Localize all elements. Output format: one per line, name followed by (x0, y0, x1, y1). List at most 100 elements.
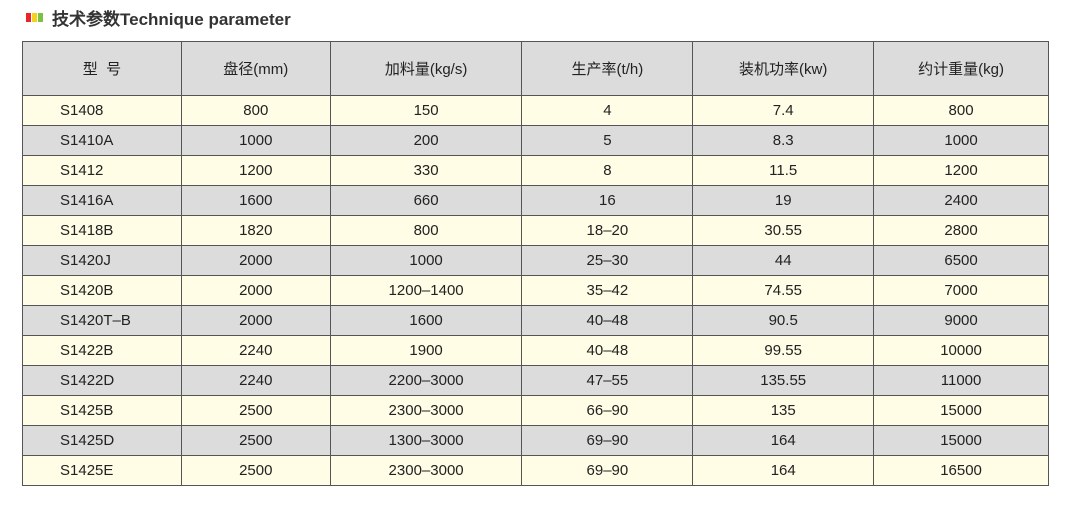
table-cell: 2500 (180, 425, 331, 456)
table-cell: 800 (180, 95, 331, 126)
table-cell: 99.55 (692, 335, 875, 366)
table-cell: S1416A (22, 185, 182, 216)
table-cell: 7000 (873, 275, 1049, 306)
table-cell: 1200 (873, 155, 1049, 186)
table-cell: 9000 (873, 305, 1049, 336)
table-cell: S1425B (22, 395, 182, 426)
table-cell: 660 (329, 185, 523, 216)
table-cell: 11000 (873, 365, 1049, 396)
table-cell: 11.5 (692, 155, 875, 186)
title-text: 技术参数Technique parameter (52, 9, 291, 29)
table-cell: 40–48 (521, 335, 694, 366)
table-cell: 8 (521, 155, 694, 186)
table-cell: S1425D (22, 425, 182, 456)
table-cell: 5 (521, 125, 694, 156)
table-cell: S1410A (22, 125, 182, 156)
table-cell: 4 (521, 95, 694, 126)
table-cell: 1300–3000 (329, 425, 523, 456)
table-cell: 2300–3000 (329, 455, 523, 486)
table-row: S1408 800 150 4 7.4 800 (22, 95, 1049, 126)
table-cell: 7.4 (692, 95, 875, 126)
table-cell: 1600 (180, 185, 331, 216)
table-cell: 19 (692, 185, 875, 216)
table-cell: 2000 (180, 245, 331, 276)
column-header: 装机功率(kw) (692, 41, 875, 96)
table-cell: 1200–1400 (329, 275, 523, 306)
table-cell: 16500 (873, 455, 1049, 486)
column-header: 型 号 (22, 41, 182, 96)
table-cell: S1422D (22, 365, 182, 396)
table-row: S1420T–B 2000 1600 40–48 90.5 9000 (22, 305, 1049, 336)
table-row: S1420J 2000 1000 25–30 44 6500 (22, 245, 1049, 276)
table-cell: 15000 (873, 425, 1049, 456)
table-cell: 1600 (329, 305, 523, 336)
table-cell: 16 (521, 185, 694, 216)
table-cell: 1200 (180, 155, 331, 186)
table-cell: 2300–3000 (329, 395, 523, 426)
table-cell: S1420B (22, 275, 182, 306)
table-cell: 1000 (180, 125, 331, 156)
column-header: 加料量(kg/s) (329, 41, 523, 96)
table-cell: 10000 (873, 335, 1049, 366)
table-cell: 2200–3000 (329, 365, 523, 396)
table-cell: 40–48 (521, 305, 694, 336)
table-cell: S1425E (22, 455, 182, 486)
table-cell: S1408 (22, 95, 182, 126)
table-cell: S1420J (22, 245, 182, 276)
table-cell: S1412 (22, 155, 182, 186)
table-cell: 47–55 (521, 365, 694, 396)
table-cell: 800 (873, 95, 1049, 126)
table-row: S1412 1200 330 8 11.5 1200 (22, 155, 1049, 186)
table-cell: 135.55 (692, 365, 875, 396)
table-cell: 15000 (873, 395, 1049, 426)
table-cell: 2240 (180, 365, 331, 396)
table-cell: 44 (692, 245, 875, 276)
table-cell: 1900 (329, 335, 523, 366)
table-cell: 6500 (873, 245, 1049, 276)
table-cell: 35–42 (521, 275, 694, 306)
table-row: S1422D 2240 2200–3000 47–55 135.55 11000 (22, 365, 1049, 396)
table-row: S1422B 2240 1900 40–48 99.55 10000 (22, 335, 1049, 366)
table-cell: 8.3 (692, 125, 875, 156)
table-cell: 1820 (180, 215, 331, 246)
table-row: S1416A 1600 660 16 19 2400 (22, 185, 1049, 216)
table-row: S1410A 1000 200 5 8.3 1000 (22, 125, 1049, 156)
table-row: S1425E 2500 2300–3000 69–90 164 16500 (22, 455, 1049, 486)
table-cell: 330 (329, 155, 523, 186)
table-cell: 69–90 (521, 425, 694, 456)
table-cell: 18–20 (521, 215, 694, 246)
section-title: 技术参数Technique parameter (26, 5, 291, 29)
table-cell: 2500 (180, 455, 331, 486)
column-header: 生产率(t/h) (521, 41, 694, 96)
table-cell: 1000 (329, 245, 523, 276)
table-cell: S1420T–B (22, 305, 182, 336)
table-cell: 800 (329, 215, 523, 246)
column-header: 约计重量(kg) (873, 41, 1049, 96)
table-cell: 2800 (873, 215, 1049, 246)
table-row: S1425B 2500 2300–3000 66–90 135 15000 (22, 395, 1049, 426)
table-cell: 69–90 (521, 455, 694, 486)
color-squares-icon (26, 12, 44, 22)
table-cell: 135 (692, 395, 875, 426)
table-cell: S1422B (22, 335, 182, 366)
table-cell: 30.55 (692, 215, 875, 246)
table-cell: 2000 (180, 305, 331, 336)
table-row: S1420B 2000 1200–1400 35–42 74.55 7000 (22, 275, 1049, 306)
table-cell: 2500 (180, 395, 331, 426)
table-cell: 164 (692, 455, 875, 486)
table-cell: 74.55 (692, 275, 875, 306)
table-cell: 2240 (180, 335, 331, 366)
table-cell: 66–90 (521, 395, 694, 426)
table-cell: 2400 (873, 185, 1049, 216)
table-cell: 90.5 (692, 305, 875, 336)
header-row: 型 号盘径(mm) 加料量(kg/s) 生产率(t/h) 装机功率(kw) 约计重量(k… (22, 41, 1049, 96)
column-header: 盘径(mm) (180, 41, 331, 96)
parameter-table: 型 号盘径(mm) 加料量(kg/s) 生产率(t/h) 装机功率(kw) 约计重量(k… (22, 41, 1049, 486)
table-cell: S1418B (22, 215, 182, 246)
table-cell: 150 (329, 95, 523, 126)
table-cell: 200 (329, 125, 523, 156)
table-cell: 1000 (873, 125, 1049, 156)
table-cell: 25–30 (521, 245, 694, 276)
table-row: S1425D 2500 1300–3000 69–90 164 15000 (22, 425, 1049, 456)
table-row: S1418B 1820 800 18–20 30.55 2800 (22, 215, 1049, 246)
